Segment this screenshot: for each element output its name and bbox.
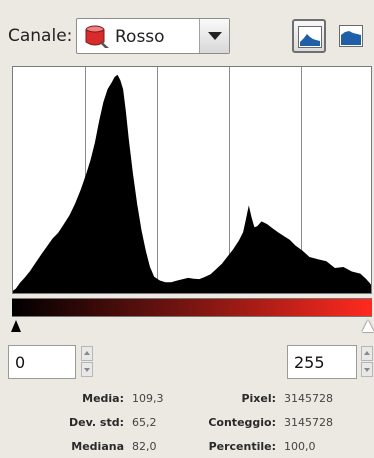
range-min-input[interactable] — [8, 345, 76, 379]
linear-histogram-button[interactable] — [292, 19, 326, 53]
median-value: 82,0 — [132, 440, 157, 453]
pixels-label: Pixel: — [241, 392, 276, 405]
percentile-label: Percentile: — [208, 440, 276, 453]
pixels-value: 3145728 — [284, 392, 333, 405]
channel-label: Canale: — [8, 26, 73, 46]
range-start-marker[interactable] — [11, 320, 21, 332]
channel-value: Rosso — [115, 27, 165, 47]
range-min-spinner[interactable] — [80, 345, 94, 379]
count-label: Conteggio: — [208, 416, 276, 429]
stddev-value: 65,2 — [132, 416, 157, 429]
chevron-down-icon — [208, 32, 222, 40]
channel-gradient-bar — [12, 298, 372, 317]
decrement-arrow-icon[interactable] — [361, 362, 373, 377]
channel-dropdown-button[interactable] — [199, 19, 229, 53]
red-channel-icon — [83, 24, 111, 50]
stddev-label: Dev. std: — [69, 416, 124, 429]
increment-arrow-icon[interactable] — [81, 346, 93, 361]
histogram-view[interactable] — [12, 66, 372, 294]
logarithmic-histogram-button[interactable] — [334, 19, 368, 53]
median-label: Mediana — [71, 440, 124, 453]
histogram-graph — [13, 74, 371, 293]
increment-arrow-icon[interactable] — [361, 346, 373, 361]
percentile-value: 100,0 — [284, 440, 316, 453]
range-max-input[interactable] — [287, 345, 357, 379]
range-max-spinner[interactable] — [360, 345, 374, 379]
mean-value: 109,3 — [132, 392, 164, 405]
mean-label: Media: — [82, 392, 124, 405]
range-end-marker[interactable] — [362, 320, 374, 332]
decrement-arrow-icon[interactable] — [81, 362, 93, 377]
count-value: 3145728 — [284, 416, 333, 429]
channel-select[interactable]: Rosso — [76, 18, 230, 54]
